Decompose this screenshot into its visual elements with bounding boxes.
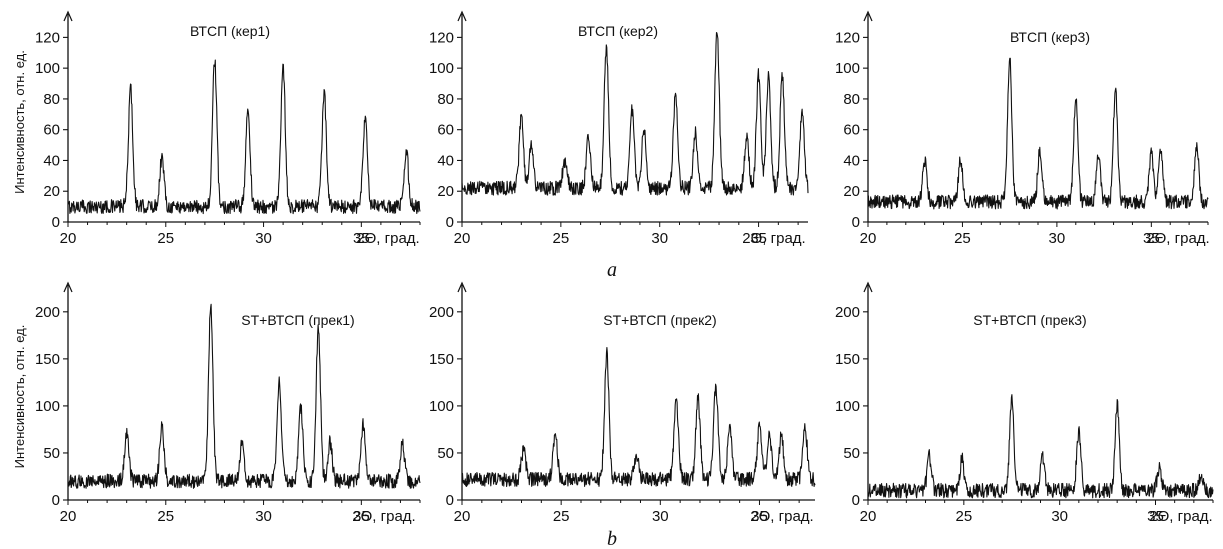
y-tick-label: 80	[437, 91, 454, 108]
x-tick-label: 20	[454, 508, 471, 525]
y-tick-label: 40	[843, 152, 860, 169]
x-tick-label: 25	[955, 508, 972, 525]
y-tick-label: 150	[35, 351, 60, 368]
x-tick-label: 35	[1147, 508, 1164, 525]
x-tick-label: 30	[651, 230, 668, 247]
y-tick-label: 100	[835, 398, 860, 415]
diffraction-line	[461, 346, 816, 488]
y-tick-label: 200	[429, 304, 454, 321]
y-tick-label: 120	[35, 29, 60, 46]
y-tick-label: 50	[437, 445, 454, 462]
x-tick-label: 25	[157, 508, 174, 525]
x-axis-label: 2Θ, град.	[1149, 508, 1212, 525]
x-tick-label: 20	[60, 508, 77, 525]
y-tick-label: 0	[52, 492, 60, 509]
x-tick-label: 35	[751, 508, 768, 525]
y-tick-label: 100	[35, 60, 60, 77]
y-tick-label: 50	[43, 445, 60, 462]
y-tick-label: 0	[852, 492, 860, 509]
y-tick-label: 0	[52, 214, 60, 231]
y-tick-label: 150	[429, 351, 454, 368]
y-tick-label: 20	[43, 183, 60, 200]
chart-title: ST+ВТСП (прек2)	[603, 312, 716, 328]
chart-title: ВТСП (кер1)	[190, 23, 270, 39]
y-axis-label: Интенсивность, отн. ед.	[12, 50, 27, 194]
y-tick-label: 200	[35, 304, 60, 321]
y-tick-label: 100	[429, 60, 454, 77]
x-tick-label: 25	[553, 508, 570, 525]
y-tick-label: 0	[446, 492, 454, 509]
diffraction-line	[461, 31, 809, 196]
y-tick-label: 80	[43, 91, 60, 108]
x-axis-label: 2Θ, град.	[750, 508, 813, 525]
x-tick-label: 35	[750, 230, 767, 247]
x-tick-label: 30	[255, 230, 272, 247]
x-axis-label: 2Θ, град.	[1146, 230, 1209, 247]
y-tick-label: 60	[437, 122, 454, 139]
chart-title: ST+ВТСП (прек1)	[241, 312, 354, 328]
y-tick-label: 120	[429, 29, 454, 46]
x-tick-label: 25	[954, 230, 971, 247]
y-axis-arrow	[63, 281, 73, 293]
y-axis-arrow	[63, 10, 73, 22]
x-tick-label: 30	[652, 508, 669, 525]
y-tick-label: 0	[852, 214, 860, 231]
x-tick-label: 20	[860, 508, 877, 525]
y-tick-label: 20	[843, 183, 860, 200]
x-axis-label: 2Θ, град.	[356, 230, 419, 247]
chart-title: ВТСП (кер3)	[1010, 29, 1090, 45]
x-axis-label: 2Θ, град.	[742, 230, 805, 247]
x-tick-label: 35	[353, 230, 370, 247]
y-tick-label: 80	[843, 91, 860, 108]
row-a-label: a	[607, 259, 617, 281]
y-tick-label: 40	[437, 152, 454, 169]
y-axis-label: Интенсивность, отн. ед.	[12, 325, 27, 469]
x-tick-label: 30	[255, 508, 272, 525]
y-axis-arrow	[457, 281, 467, 293]
y-tick-label: 100	[35, 398, 60, 415]
x-tick-label: 25	[553, 230, 570, 247]
x-tick-label: 35	[353, 508, 370, 525]
chart-title: ST+ВТСП (прек3)	[973, 312, 1086, 328]
y-tick-label: 150	[835, 351, 860, 368]
y-tick-label: 40	[43, 152, 60, 169]
y-tick-label: 60	[43, 122, 60, 139]
x-axis-label: 2Θ, град.	[352, 508, 415, 525]
diffraction-line	[867, 394, 1214, 499]
y-tick-label: 20	[437, 183, 454, 200]
y-axis-arrow	[863, 281, 873, 293]
x-tick-label: 25	[157, 230, 174, 247]
diffraction-line	[867, 57, 1209, 210]
y-tick-label: 0	[446, 214, 454, 231]
diffraction-line	[67, 303, 421, 489]
x-tick-label: 20	[454, 230, 471, 247]
y-axis-arrow	[457, 10, 467, 22]
x-tick-label: 35	[1143, 230, 1160, 247]
y-tick-label: 200	[835, 304, 860, 321]
diffraction-line	[67, 59, 421, 215]
row-b-label: b	[607, 528, 617, 549]
x-tick-label: 20	[60, 230, 77, 247]
chart-title: ВТСП (кер2)	[578, 23, 658, 39]
y-tick-label: 50	[843, 445, 860, 462]
y-tick-label: 120	[835, 29, 860, 46]
x-tick-label: 20	[860, 230, 877, 247]
x-tick-label: 30	[1049, 230, 1066, 247]
x-tick-label: 30	[1051, 508, 1068, 525]
y-tick-label: 60	[843, 122, 860, 139]
y-axis-arrow	[863, 10, 873, 22]
y-tick-label: 100	[429, 398, 454, 415]
y-tick-label: 100	[835, 60, 860, 77]
